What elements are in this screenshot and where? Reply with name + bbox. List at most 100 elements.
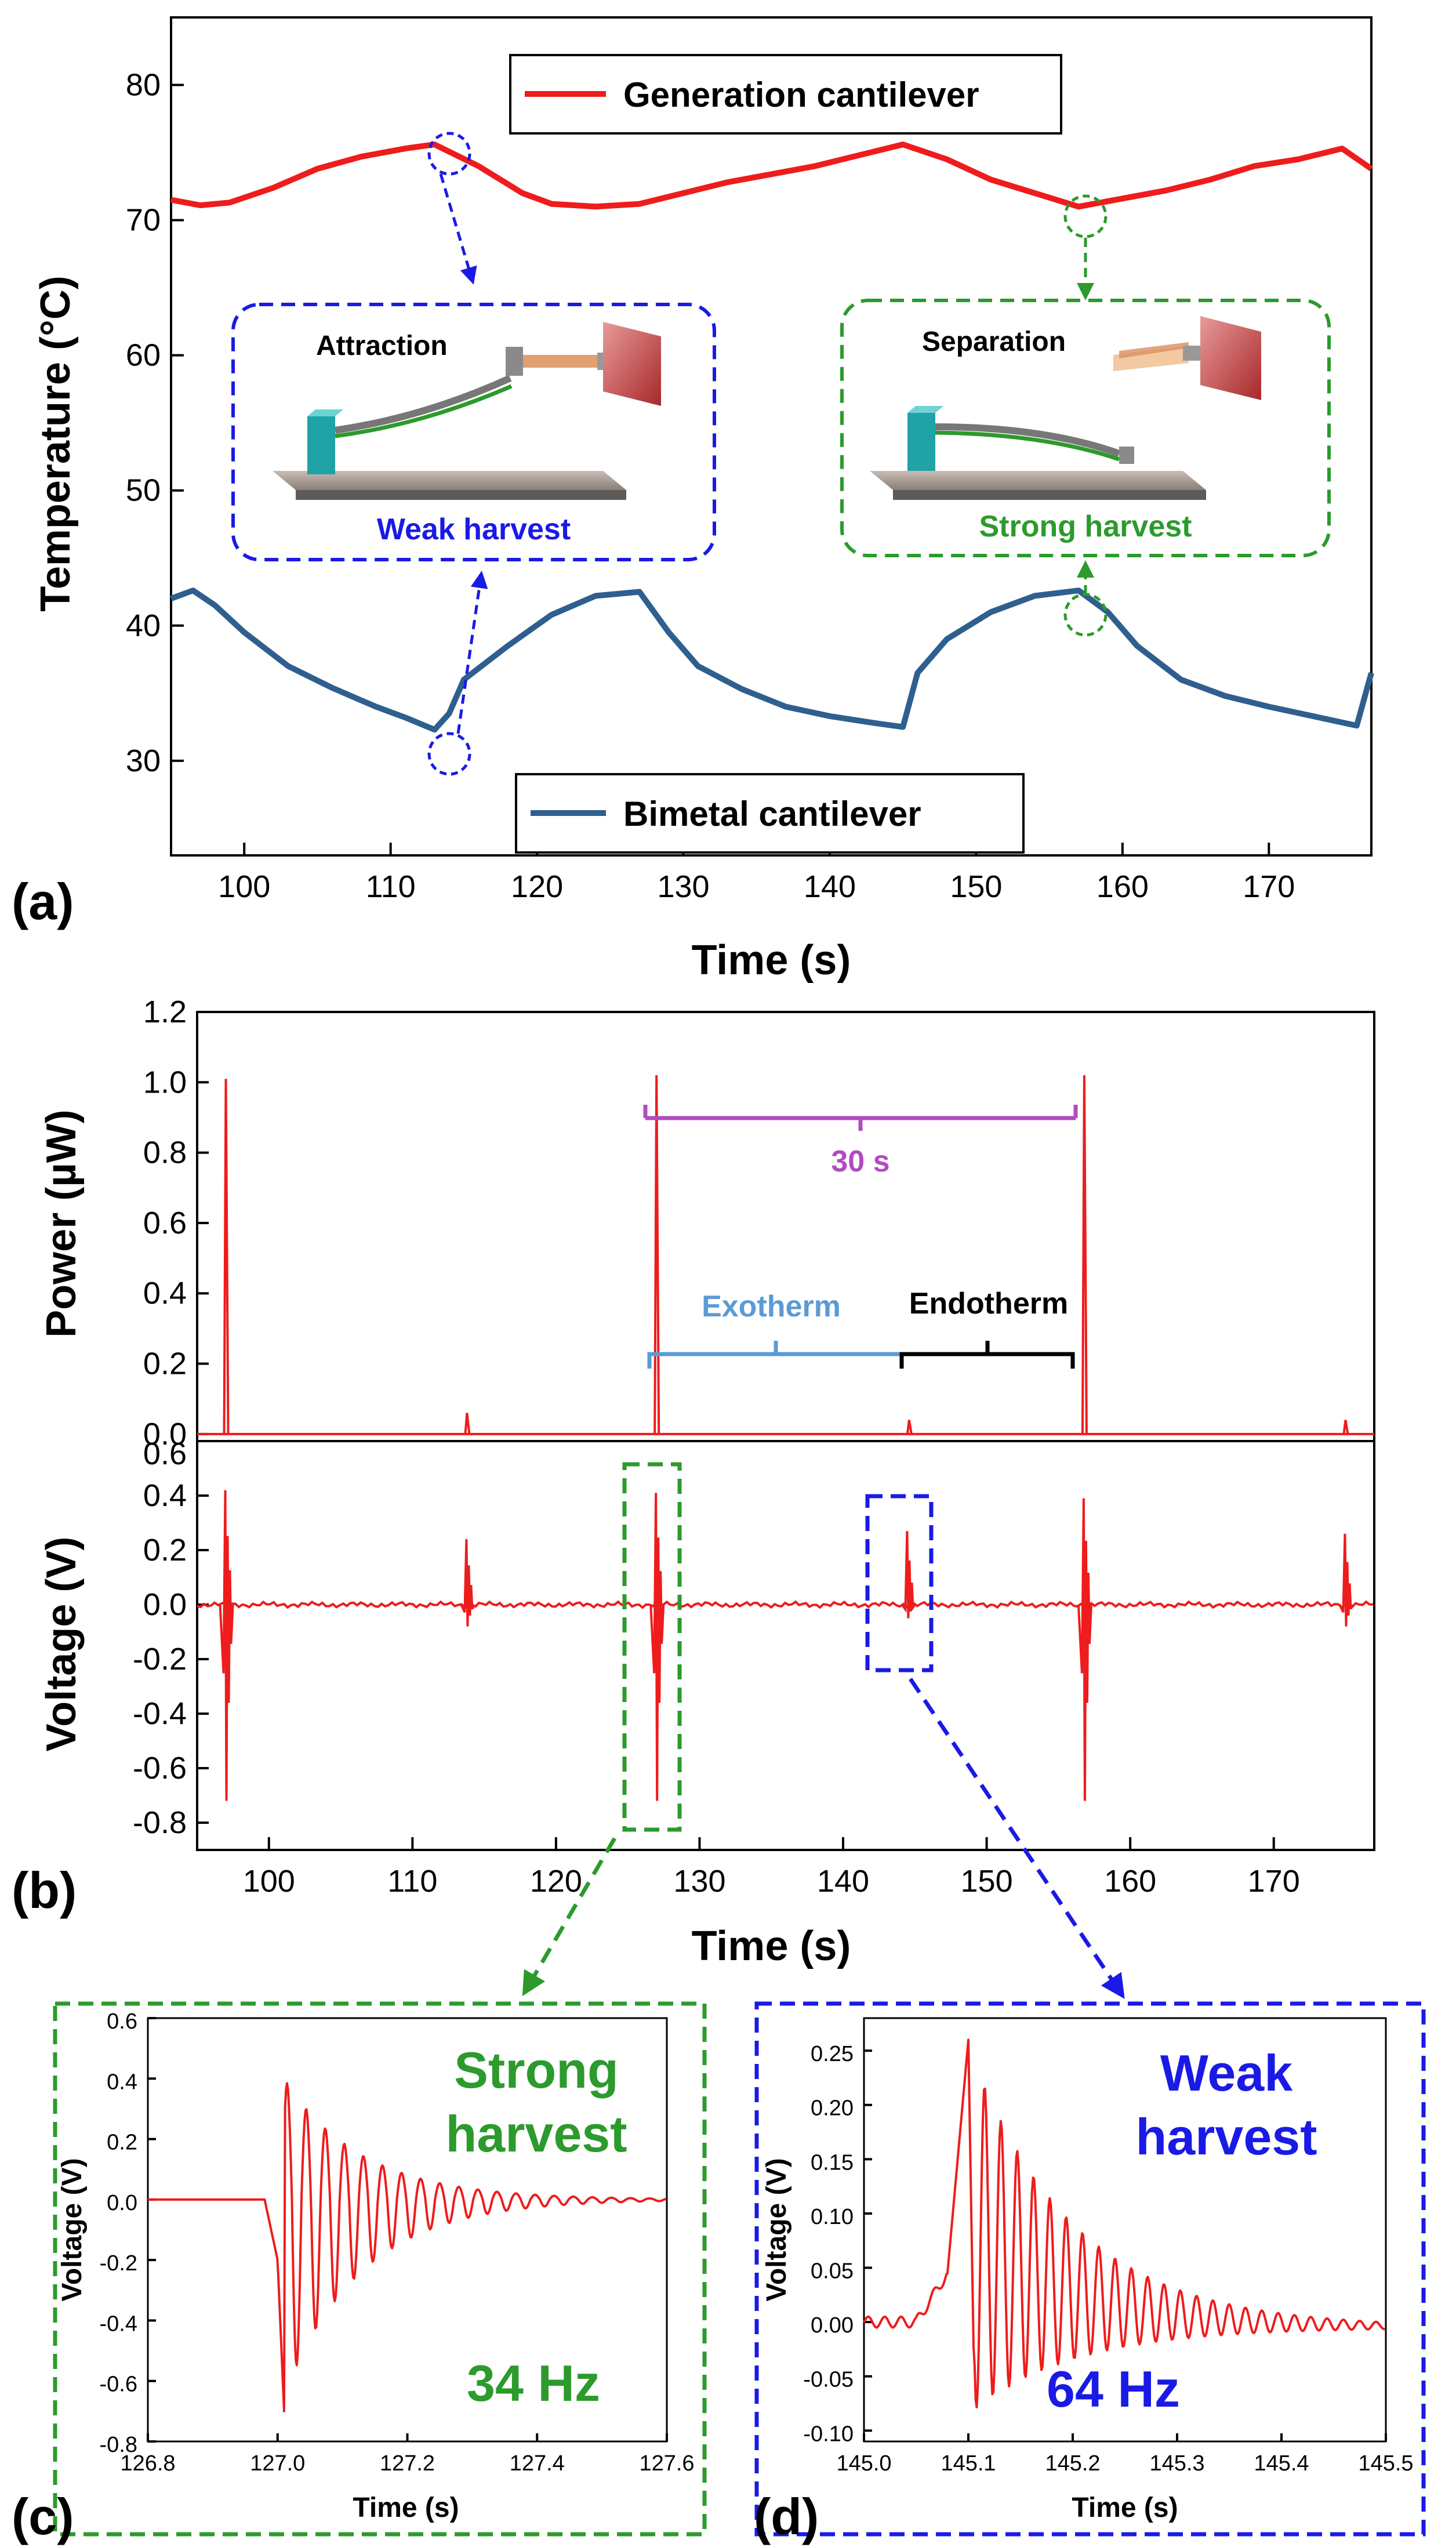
inset-attraction-title: Attraction xyxy=(316,331,448,361)
panel-b-label: (b) xyxy=(12,1862,77,1919)
power-ytick-label: 0.6 xyxy=(143,1206,187,1240)
voltage-xtick-label: 130 xyxy=(673,1864,725,1899)
voltage-xtick-label: 150 xyxy=(961,1864,1013,1899)
strong-zoom-xtick-label: 127.2 xyxy=(380,2451,435,2476)
voltage-spike xyxy=(1338,1533,1354,1627)
power-spike xyxy=(1342,1420,1349,1435)
power-spike xyxy=(464,1413,471,1435)
weak-zoom-xtick-label: 145.2 xyxy=(1045,2451,1100,2476)
weak-zoom-plot-frame xyxy=(863,2017,1387,2443)
strong-zoom-x-label: Time (s) xyxy=(353,2492,459,2523)
marker-attraction-bottom xyxy=(427,732,471,776)
temperature-xtick-label: 160 xyxy=(1096,869,1149,904)
weak-zoom-x-ticks: 145.0 145.1 145.2 145.3 145.4 145.5 xyxy=(836,2433,1414,2476)
weak-zoom-y-label: Voltage (V) xyxy=(761,2158,792,2301)
panel-d: -0.10 -0.05 0.00 0.05 0.10 0.15 0.20 0.25 145.0… xyxy=(754,2001,1426,2545)
weak-zoom-ytick-label: 0.05 xyxy=(811,2259,854,2284)
weak-zoom-ytick-label: 0.15 xyxy=(811,2150,854,2175)
voltage-ytick-label: -0.6 xyxy=(133,1751,187,1786)
weak-zoom-xtick-label: 145.5 xyxy=(1358,2451,1413,2476)
weak-harvest-frequency: 64 Hz xyxy=(1047,2360,1180,2418)
arrow-to-weak-zoom xyxy=(909,1678,1125,1999)
weak-zoom-ytick-label: 0.25 xyxy=(811,2042,854,2066)
voltage-plot-frame xyxy=(196,1440,1375,1851)
weak-zoom-ytick-label: 0.10 xyxy=(811,2205,854,2229)
weak-harvest-title-line1: Weak xyxy=(1160,2044,1293,2102)
inset-attraction: Attraction Weak harvest xyxy=(231,303,716,561)
temperature-xtick-label: 140 xyxy=(804,869,856,904)
strong-zoom-x-ticks: 126.8 127.0 127.2 127.4 127.6 xyxy=(120,2433,695,2476)
panel-c: -0.8-0.6-0.4-0.20.00.20.40.6 126.8 127.0 1… xyxy=(12,2001,707,2545)
legend-generation-label: Generation cantilever xyxy=(623,75,979,114)
weak-zoom-ytick-label: 0.00 xyxy=(811,2313,854,2338)
arrow-to-strong-zoom xyxy=(522,1837,617,1997)
strong-harvest-title-line2: harvest xyxy=(445,2105,627,2163)
temperature-ytick-label: 70 xyxy=(126,203,161,238)
annotation-endotherm: Endotherm xyxy=(909,1287,1068,1320)
strong-zoom-ytick-label: 0.4 xyxy=(107,2070,137,2094)
voltage-ytick-label: -0.2 xyxy=(133,1642,187,1677)
voltage-ytick-label: 0.4 xyxy=(143,1478,187,1513)
voltage-ytick-label: 0.0 xyxy=(143,1587,187,1622)
voltage-ytick-label: 0.2 xyxy=(143,1533,187,1568)
power-spikes xyxy=(197,1075,1374,1435)
weak-zoom-ytick-label: 0.20 xyxy=(811,2096,854,2121)
temperature-ytick-label: 50 xyxy=(126,473,161,508)
temperature-xtick-label: 100 xyxy=(218,869,270,904)
temperature-ytick-label: 30 xyxy=(126,743,161,778)
strong-zoom-ytick-label: -0.4 xyxy=(100,2312,137,2336)
strong-zoom-xtick-label: 126.8 xyxy=(120,2451,175,2476)
voltage-x-ticks: 100 110 120 130 140 150 160 170 xyxy=(243,1837,1300,1899)
voltage-y-label: Voltage (V) xyxy=(38,1537,85,1752)
voltage-spike xyxy=(219,1490,234,1801)
generation-cantilever-line xyxy=(170,142,1373,210)
legend-bimetal: Bimetal cantilever xyxy=(515,773,1025,854)
temperature-xtick-label: 110 xyxy=(366,869,416,904)
voltage-ytick-label: -0.4 xyxy=(133,1696,187,1731)
strong-zoom-xtick-label: 127.4 xyxy=(510,2451,565,2476)
power-ytick-label: 0.2 xyxy=(143,1347,187,1381)
weak-zoom-x-label: Time (s) xyxy=(1072,2492,1178,2523)
weak-zoom-xtick-label: 145.0 xyxy=(836,2451,891,2476)
weak-zoom-trace xyxy=(863,2038,1385,2408)
voltage-y-ticks: -0.8 -0.6 -0.4 -0.2 0.0 0.2 0.4 0.6 xyxy=(133,1436,209,1840)
power-ytick-label: 0.0 xyxy=(143,1417,187,1452)
legend-generation: Generation cantilever xyxy=(509,54,1062,135)
power-spike xyxy=(1081,1075,1088,1434)
cantilever-illustration-right xyxy=(870,316,1261,500)
voltage-ytick-label: 0.6 xyxy=(143,1436,187,1471)
strong-zoom-ytick-label: -0.2 xyxy=(100,2251,137,2276)
marker-separation-bottom xyxy=(1063,593,1108,637)
weak-harvest-title-line2: harvest xyxy=(1135,2108,1317,2165)
weak-zoom-ytick-label: -0.10 xyxy=(803,2422,854,2446)
arrow-attraction-top xyxy=(439,173,477,285)
temperature-ytick-label: 60 xyxy=(126,338,161,373)
arrow-attraction-bottom xyxy=(456,571,488,734)
strong-zoom-ytick-label: -0.6 xyxy=(100,2372,137,2397)
voltage-ytick-label: -0.8 xyxy=(133,1805,187,1840)
power-spike xyxy=(223,1079,230,1434)
temperature-ytick-label: 40 xyxy=(126,608,161,643)
voltage-spike xyxy=(901,1531,916,1619)
voltage-xtick-label: 120 xyxy=(530,1864,582,1899)
panel-a-label: (a) xyxy=(12,873,74,930)
weak-zoom-y-ticks: -0.10 -0.05 0.00 0.05 0.10 0.15 0.20 0.25 xyxy=(803,2042,872,2446)
strong-harvest-frequency: 34 Hz xyxy=(467,2354,600,2412)
marker-attraction-top xyxy=(427,132,471,176)
power-ytick-label: 1.0 xyxy=(143,1065,187,1100)
panel-b: 0.0 0.2 0.4 0.6 0.8 1.0 1.2 -0.8 -0.6 -0.4 -0.2 0.… xyxy=(12,995,1375,1999)
bracket-exotherm: Exotherm xyxy=(647,1290,904,1369)
legend-bimetal-label: Bimetal cantilever xyxy=(623,794,921,833)
temperature-ytick-label: 80 xyxy=(126,68,161,103)
strong-zoom-xtick-label: 127.6 xyxy=(639,2451,694,2476)
temperature-plot-frame xyxy=(170,16,1373,857)
inset-separation: Separation Strong harvest xyxy=(840,299,1331,557)
panel-c-label: (c) xyxy=(12,2488,74,2545)
bimetal-cantilever-line xyxy=(170,587,1374,733)
panel-c-border xyxy=(53,2001,707,2537)
annotation-30s: 30 s xyxy=(831,1145,889,1178)
panel-a: 30 40 50 60 70 80 100 110 120 130 140 150 160 170 Te… xyxy=(12,16,1374,984)
zoom-box-strong xyxy=(622,1462,682,1832)
voltage-xtick-label: 140 xyxy=(817,1864,869,1899)
